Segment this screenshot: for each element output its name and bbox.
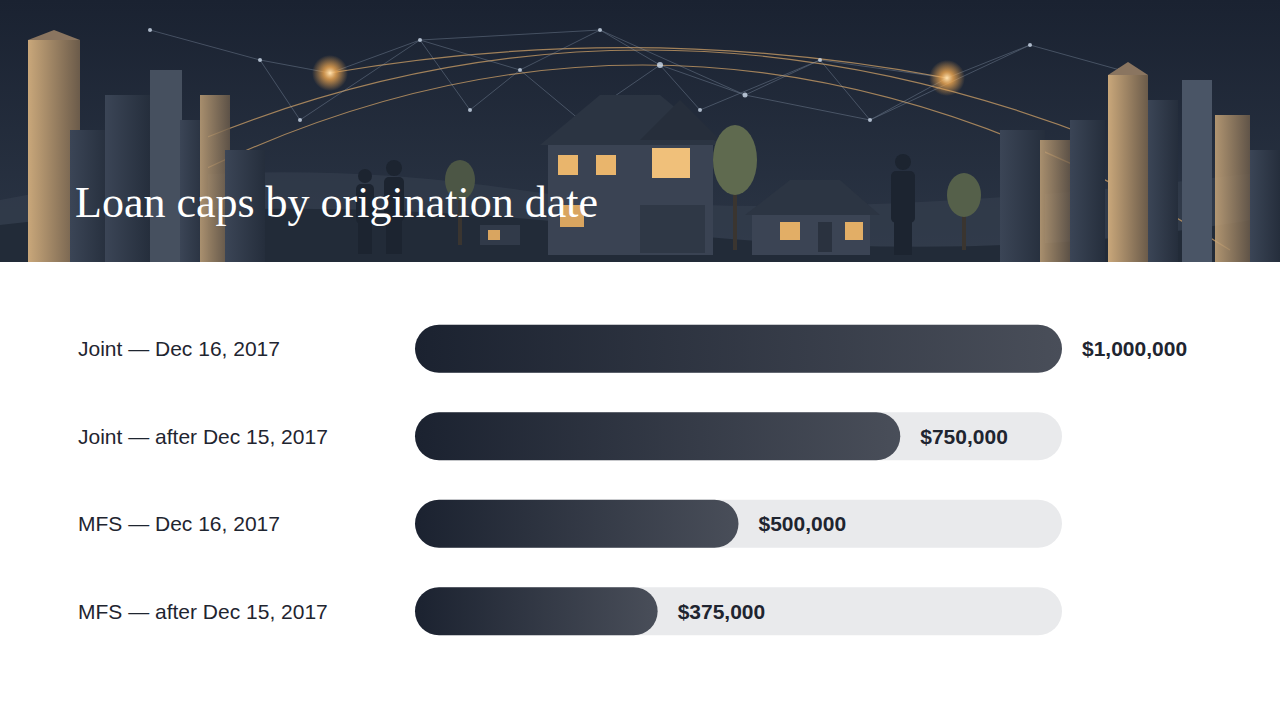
- svg-text:$1,000,000: $1,000,000: [1082, 337, 1187, 360]
- svg-text:Joint — Dec 16, 2017: Joint — Dec 16, 2017: [78, 337, 280, 360]
- svg-text:Joint — after Dec 15, 2017: Joint — after Dec 15, 2017: [78, 425, 328, 448]
- svg-text:$500,000: $500,000: [759, 512, 847, 535]
- svg-text:$375,000: $375,000: [678, 600, 766, 623]
- svg-text:Loan caps by origination date: Loan caps by origination date: [75, 178, 598, 227]
- svg-text:MFS — Dec 16, 2017: MFS — Dec 16, 2017: [78, 512, 280, 535]
- svg-text:MFS — after Dec 15, 2017: MFS — after Dec 15, 2017: [78, 600, 328, 623]
- svg-text:$750,000: $750,000: [920, 425, 1008, 448]
